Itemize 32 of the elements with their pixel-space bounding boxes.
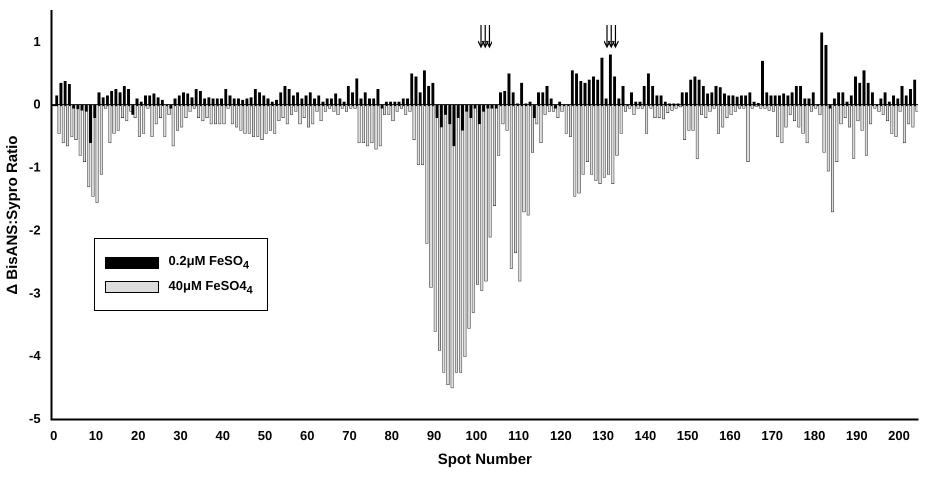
- x-tick-label: 140: [634, 428, 656, 443]
- x-tick-label: 20: [130, 428, 146, 443]
- y-tick-label: -2: [28, 222, 41, 238]
- x-tick-label: 150: [676, 428, 699, 443]
- x-tick-label: 100: [465, 428, 488, 443]
- x-tick-label: 130: [592, 428, 614, 443]
- y-tick-label: -1: [28, 160, 41, 175]
- x-tick-label: 0: [50, 428, 58, 443]
- y-tick-label: -3: [28, 285, 41, 300]
- legend-label: 40μM FeSO4$_{4}$: [168, 278, 253, 296]
- x-axis-title: Spot Number: [438, 451, 532, 468]
- x-tick-label: 200: [888, 428, 910, 443]
- x-tick-label: 160: [719, 428, 741, 443]
- y-tick-label: 0: [33, 96, 41, 112]
- y-tick-label: -5: [28, 410, 41, 426]
- y-tick-label: -4: [28, 348, 42, 364]
- x-tick-label: 10: [88, 428, 104, 443]
- y-tick-label: 1: [33, 34, 41, 49]
- x-tick-label: 90: [426, 428, 442, 443]
- x-tick-label: 50: [258, 428, 272, 443]
- x-tick-label: 30: [173, 428, 188, 443]
- x-tick-label: 180: [804, 428, 826, 443]
- x-tick-label: 60: [300, 428, 314, 443]
- x-tick-label: 120: [550, 428, 572, 443]
- y-axis-title: Δ BisANS:Sypro Ratio: [4, 136, 22, 295]
- x-tick-label: 80: [384, 428, 400, 443]
- x-tick-label: 40: [216, 428, 230, 443]
- x-tick-label: 70: [342, 428, 357, 443]
- x-tick-label: 190: [846, 428, 868, 443]
- legend-label: 0.2μM FeSO$_{4}$: [168, 253, 249, 272]
- x-tick-label: 170: [761, 428, 784, 443]
- x-tick-label: 110: [508, 428, 530, 443]
